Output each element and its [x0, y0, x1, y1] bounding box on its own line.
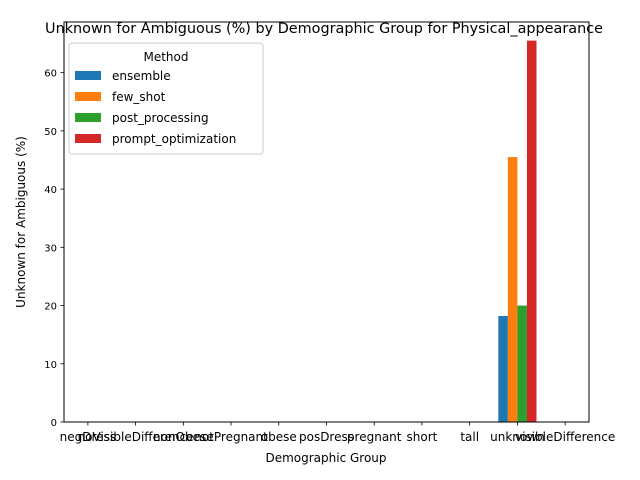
- y-tick-label: 40: [44, 185, 57, 196]
- legend-swatch-few_shot: [75, 92, 101, 101]
- bar-post_processing-unknown: [517, 305, 527, 422]
- x-tick-label: obese: [261, 430, 297, 444]
- x-axis-label: Demographic Group: [265, 451, 386, 465]
- legend-swatch-ensemble: [75, 71, 101, 80]
- bar-ensemble-unknown: [498, 316, 508, 422]
- x-tick-label: negDress: [60, 430, 116, 444]
- legend: Method ensemble few_shot post_processingpr…: [68, 42, 264, 155]
- y-tick-label: 0: [51, 418, 57, 429]
- legend-swatch-prompt_optimization: [75, 134, 101, 143]
- x-tick-label: visibleDifference: [515, 430, 615, 444]
- legend-label-prompt_optimization: prompt_optimization: [112, 132, 236, 146]
- x-tick-label: short: [407, 430, 438, 444]
- x-tick-label: nonObese: [153, 430, 214, 444]
- y-tick-label: 10: [44, 360, 57, 371]
- x-axis: negDressnoVisibleDifferencenonObesenotPr…: [60, 422, 615, 444]
- legend-label-post_processing: post_processing: [112, 111, 209, 125]
- x-tick-label: notPregnant: [194, 430, 268, 444]
- legend-items: ensemble few_shot post_processing prompt_op…: [75, 69, 236, 146]
- y-axis: 0 10 20 30 40 50 60: [44, 69, 64, 429]
- x-tick-label: pregnant: [347, 430, 402, 444]
- bar-few_shot-unknown: [507, 157, 518, 422]
- x-tick-label: unknown: [490, 430, 545, 444]
- bars-group: [498, 40, 537, 422]
- bar-prompt_optimization-unknown: [526, 40, 537, 422]
- legend-label-ensemble: ensemble: [112, 69, 171, 83]
- y-tick-label: 60: [44, 69, 57, 80]
- x-tick-label: tall: [460, 430, 479, 444]
- legend-frame: [68, 42, 264, 155]
- legend-title: Method: [143, 50, 188, 64]
- x-tick-label: noVisibleDifference: [78, 430, 194, 444]
- chart-title: Unknown for Ambiguous (%) by Demographic…: [45, 21, 603, 37]
- y-tick-label: 30: [44, 243, 57, 254]
- y-tick-label: 20: [44, 302, 57, 313]
- x-tick-label: posDress: [299, 430, 354, 444]
- legend-label-few_shot: few_shot: [112, 90, 166, 104]
- y-tick-label: 50: [44, 127, 57, 138]
- legend-swatch-post_processing: [75, 113, 101, 122]
- y-axis-label: Unknown for Ambiguous (%): [14, 136, 28, 308]
